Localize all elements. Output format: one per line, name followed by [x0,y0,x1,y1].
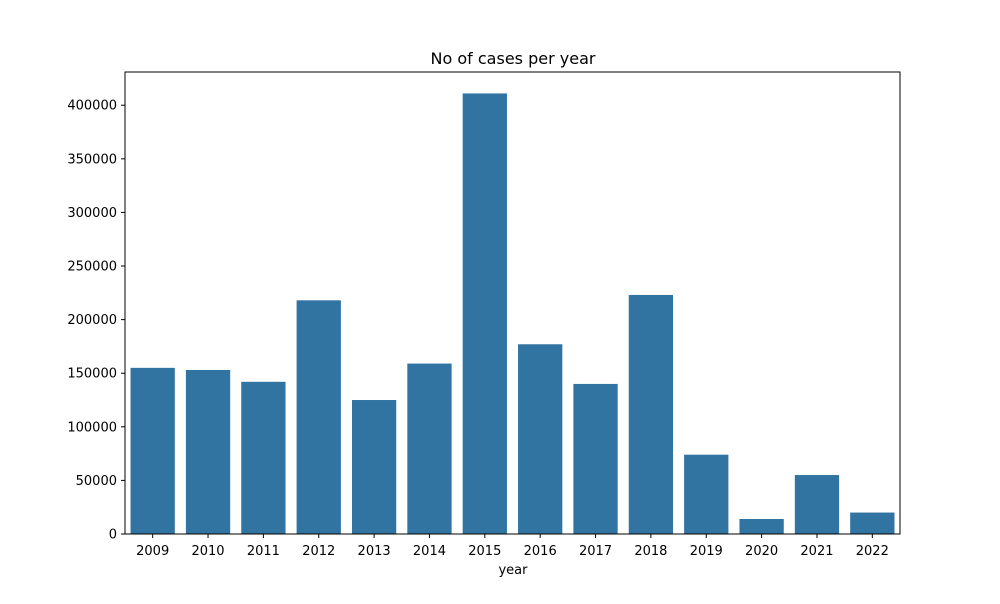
bar-2013 [351,400,397,534]
bar-2021 [794,475,840,534]
y-tick-label: 250000 [67,260,117,275]
y-tick-label: 100000 [67,420,117,435]
y-tick-label: 0 [109,528,117,543]
bar-2018 [628,294,674,534]
y-tick-label: 150000 [67,367,117,382]
bars-layer [130,93,895,534]
bar-2014 [407,363,452,534]
bar-2020 [739,518,784,534]
x-axis: 2009 2010 2011 2012 2013 2014 2015 2016 2017 2018… [136,534,889,559]
bar-2015 [462,93,507,534]
y-tick-label: 50000 [76,474,117,489]
x-tick-label: 2018 [634,544,667,559]
bar-2009 [130,367,175,534]
x-tick-label: 2009 [136,544,169,559]
bar-2022 [850,512,895,534]
y-tick-label: 200000 [67,313,117,328]
bar-2010 [185,370,231,534]
bar-2012 [296,300,341,534]
x-tick-label: 2013 [358,544,391,559]
bar-2019 [684,454,729,534]
bar-2017 [573,383,618,534]
x-tick-label: 2010 [191,544,224,559]
x-tick-label: 2021 [800,544,833,559]
bar-2016 [518,344,563,534]
x-tick-label: 2022 [856,544,889,559]
x-tick-label: 2014 [413,544,446,559]
x-tick-label: 2015 [468,544,501,559]
x-tick-label: 2012 [302,544,335,559]
y-tick-label: 350000 [67,152,117,167]
plot-frame [124,71,901,535]
chart-title: No of cases per year [431,49,596,68]
y-tick-label: 300000 [67,206,117,221]
bar-2011 [241,381,286,534]
y-axis: 0 50000 100000 150000 200000 250000 300000 3500… [67,99,125,543]
x-tick-label: 2019 [690,544,723,559]
x-tick-label: 2020 [745,544,778,559]
x-tick-label: 2011 [247,544,280,559]
y-tick-label: 400000 [67,99,117,114]
x-tick-label: 2016 [524,544,557,559]
x-axis-label: year [498,563,528,578]
x-tick-label: 2017 [579,544,612,559]
